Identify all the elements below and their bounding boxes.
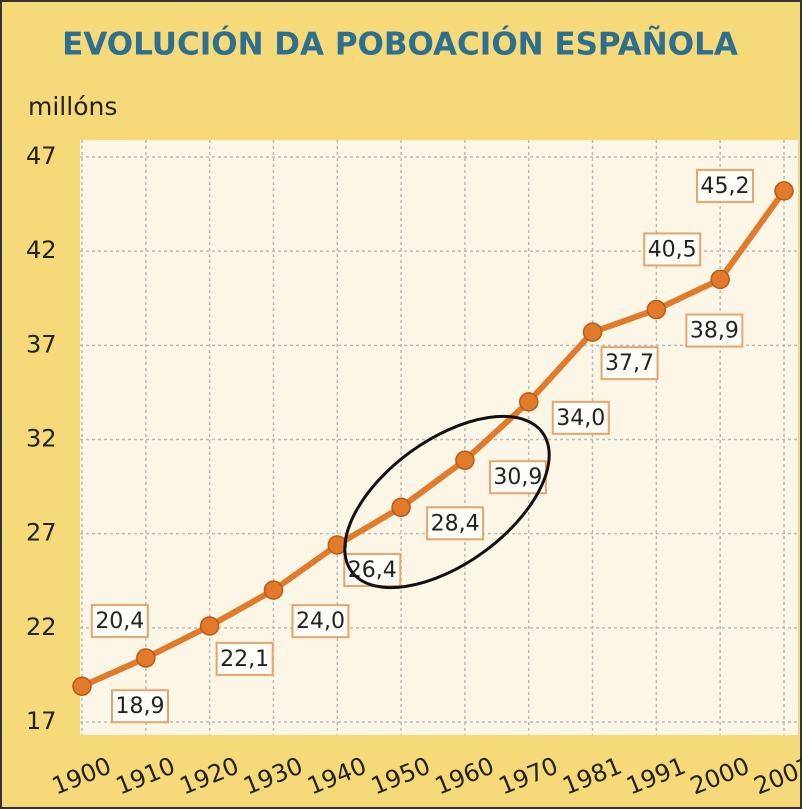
value-label: 40,5 xyxy=(648,237,697,262)
marks: 18,9 20,4 22,1 24,0 26,4 28,4 30,9 34,0 37,7 38,9… xyxy=(72,168,794,724)
data-point xyxy=(136,648,156,668)
y-tick-label: 27 xyxy=(26,519,57,547)
value-label-box xyxy=(215,641,274,676)
value-label: 38,9 xyxy=(690,319,739,344)
data-point xyxy=(455,450,475,470)
value-label-box xyxy=(685,313,744,348)
y-tick-label: 47 xyxy=(26,142,57,170)
value-label: 28,4 xyxy=(431,511,480,536)
value-label: 34,0 xyxy=(556,406,605,431)
value-label-box xyxy=(90,603,149,638)
value-label-box xyxy=(600,346,659,381)
value-label-box xyxy=(111,689,169,724)
plot-area xyxy=(80,140,798,735)
y-tick-label: 42 xyxy=(26,236,57,264)
chart-title: EVOLUCIÓN DA POBOACIÓN ESPAÑOLA xyxy=(62,26,738,63)
value-label-box xyxy=(426,506,485,541)
data-point xyxy=(391,497,411,518)
value-label-box xyxy=(291,604,350,639)
value-label: 30,9 xyxy=(493,465,542,490)
highlight-ellipse xyxy=(343,414,551,590)
data-point xyxy=(518,392,539,412)
value-label-box xyxy=(551,400,610,435)
value-label: 18,9 xyxy=(116,694,165,719)
data-point xyxy=(646,299,667,320)
y-axis-label: millóns xyxy=(28,92,117,121)
data-point xyxy=(72,676,92,696)
data-point xyxy=(263,580,284,600)
data-point xyxy=(774,181,794,201)
data-line xyxy=(80,189,787,689)
y-tick-label: 22 xyxy=(26,613,57,641)
data-point xyxy=(710,269,730,290)
value-label: 45,2 xyxy=(701,174,750,199)
value-label: 37,7 xyxy=(605,351,654,376)
y-tick-label: 37 xyxy=(26,330,57,358)
value-label-box xyxy=(643,232,702,267)
y-tick-label: 17 xyxy=(26,707,57,735)
value-label-box xyxy=(488,460,547,495)
value-label: 24,0 xyxy=(296,609,345,634)
value-label: 20,4 xyxy=(95,609,144,634)
value-label-box xyxy=(696,168,754,203)
value-label: 22,1 xyxy=(220,647,269,672)
value-label: 26,4 xyxy=(348,558,397,583)
data-point xyxy=(199,616,220,636)
y-tick-label: 32 xyxy=(26,425,57,453)
data-point xyxy=(582,322,603,342)
